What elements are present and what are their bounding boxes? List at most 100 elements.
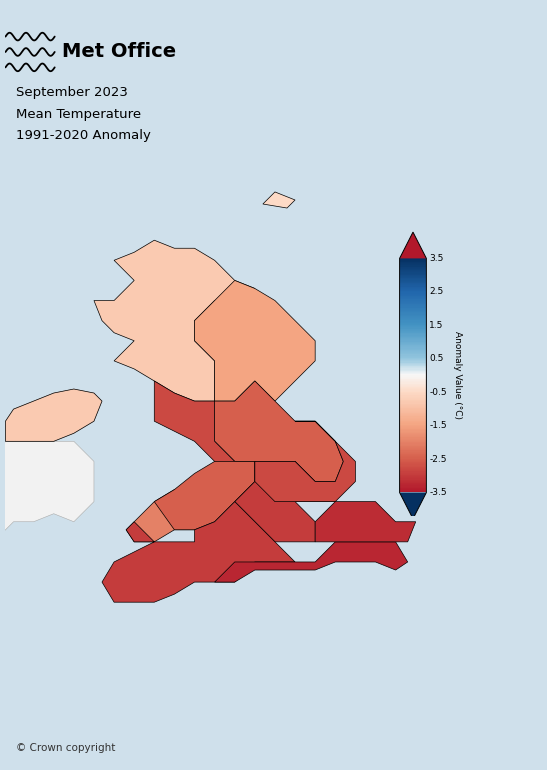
Bar [399,345,427,346]
Bar [399,352,427,353]
Bar [399,388,427,390]
Bar [399,424,427,426]
Bar [399,397,427,399]
Bar [399,278,427,280]
Bar [399,447,427,448]
Bar [399,378,427,379]
Bar [399,430,427,432]
Bar [399,307,427,309]
Bar [399,325,427,326]
Bar [399,379,427,380]
Polygon shape [399,232,427,259]
Bar [399,275,427,276]
Bar [399,368,427,370]
Bar [399,420,427,421]
Bar [399,316,427,317]
Bar [399,342,427,343]
Bar [399,467,427,468]
Bar [399,421,427,422]
Bar [399,315,427,316]
Polygon shape [214,542,408,582]
Bar [399,410,427,412]
Bar [399,284,427,286]
Bar [399,394,427,395]
Text: 0.5: 0.5 [429,354,444,363]
Bar [399,350,427,351]
Bar [399,282,427,283]
Bar [399,340,427,342]
Bar [399,489,427,490]
Bar [399,451,427,453]
Bar [399,403,427,405]
Bar [399,366,427,367]
Bar [399,408,427,410]
Bar [399,444,427,446]
Bar [399,468,427,469]
Bar [399,326,427,327]
Bar [399,338,427,339]
Bar [399,428,427,430]
Bar [399,271,427,273]
Bar [399,283,427,284]
Bar [399,289,427,290]
Bar [399,300,427,302]
Text: -1.5: -1.5 [429,421,447,430]
Bar [399,373,427,374]
Bar [399,302,427,303]
Bar [399,346,427,347]
Bar [399,435,427,437]
Bar [399,298,427,300]
Bar [399,336,427,338]
Bar [399,261,427,262]
Bar [399,469,427,470]
Bar [399,320,427,322]
Bar [399,297,427,298]
Bar [399,470,427,471]
Bar [399,488,427,489]
Bar [399,303,427,304]
Bar [399,400,427,401]
Bar [399,413,427,414]
Bar [399,291,427,293]
Polygon shape [0,389,102,550]
Bar [399,484,427,485]
Bar [399,280,427,282]
Bar [399,268,427,269]
Bar [399,491,427,493]
Bar [399,322,427,323]
Bar [399,433,427,434]
Bar [399,371,427,372]
Text: -3.5: -3.5 [429,488,447,497]
Bar [399,383,427,385]
Bar [399,329,427,330]
Bar [399,417,427,419]
Bar [399,380,427,381]
Bar [399,476,427,477]
Bar [399,263,427,264]
Bar [399,370,427,371]
Bar [399,437,427,439]
Text: Anomaly Value (°C): Anomaly Value (°C) [452,331,462,420]
Bar [399,277,427,278]
Bar [399,269,427,270]
Bar [399,376,427,377]
Bar [399,455,427,456]
Bar [399,454,427,455]
Bar [399,354,427,356]
Text: 3.5: 3.5 [429,254,444,263]
Bar [399,399,427,400]
Bar [399,480,427,482]
Bar [399,466,427,467]
Bar [399,309,427,310]
Bar [399,449,427,450]
Bar [399,357,427,358]
Bar [399,349,427,350]
Bar [399,313,427,315]
Bar [399,482,427,483]
Bar [399,439,427,440]
Bar [399,390,427,392]
Polygon shape [102,501,295,602]
Bar [399,343,427,344]
Bar [399,441,427,442]
Polygon shape [315,501,416,542]
